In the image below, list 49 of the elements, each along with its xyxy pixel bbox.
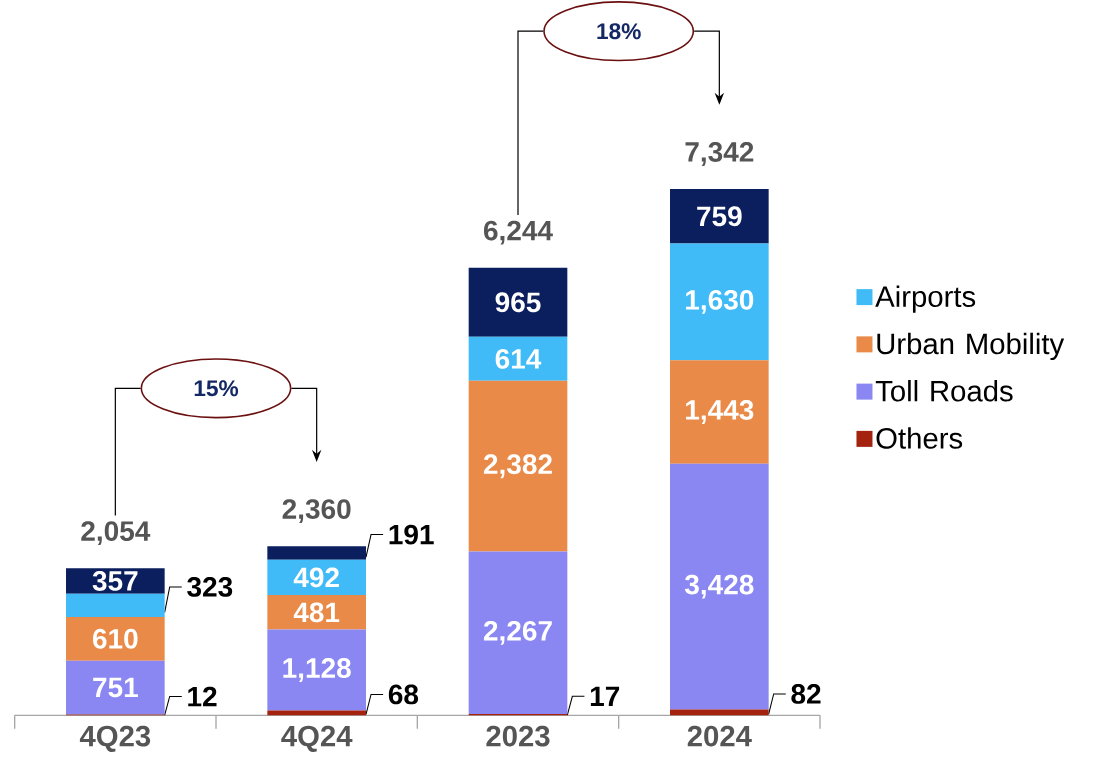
total-label: 6,244 [483,220,553,245]
x-tick-label: 2024 [687,725,752,747]
data-label: 1,630 [686,289,754,314]
bar [66,593,165,617]
data-label: 1,443 [686,400,754,424]
data-label: 3,428 [684,574,754,599]
data-label: 965 [495,292,541,313]
bar [670,709,769,716]
data-label: 610 [93,628,138,649]
data-label: 323 [187,576,233,597]
x-tick-label: 4Q24 [281,725,353,752]
data-label: 614 [495,348,542,369]
data-label: 1,128 [283,658,351,682]
bar [66,660,165,715]
bar [267,546,366,560]
bar [670,463,769,710]
total-label: 2,360 [282,499,351,524]
bar [267,629,366,711]
total-label: 7,342 [685,142,754,166]
bar [468,267,568,337]
data-label: 357 [92,571,138,591]
bar [468,336,568,381]
data-label: 751 [93,677,138,698]
total-label: 2,054 [81,521,151,546]
bar [267,710,366,716]
bar [670,360,769,464]
data-label: 2,382 [483,454,552,479]
x-tick-label: 4Q23 [79,725,151,752]
bar [670,189,769,244]
annotation: 15% [194,380,239,397]
data-label: 68 [388,684,419,705]
data-label: 12 [188,686,217,707]
bar [468,551,568,715]
data-label: 2,267 [483,620,552,645]
bar [468,380,568,552]
x-tick-label: 2023 [486,725,550,747]
legend-label: Airports [875,285,976,313]
legend-label: Toll Roads [875,379,1013,402]
text: 18% [597,23,641,40]
legend-label: Urban Mobility [877,332,1065,361]
data-label: 481 [293,602,340,623]
data-label: 759 [697,206,742,227]
bar [670,243,769,361]
data-label: 492 [293,567,339,588]
data-label: 17 [590,686,620,706]
data-label: 82 [791,684,821,704]
bar [66,616,165,661]
data-label: 191 [389,524,434,545]
legend-label: Others [876,427,963,449]
